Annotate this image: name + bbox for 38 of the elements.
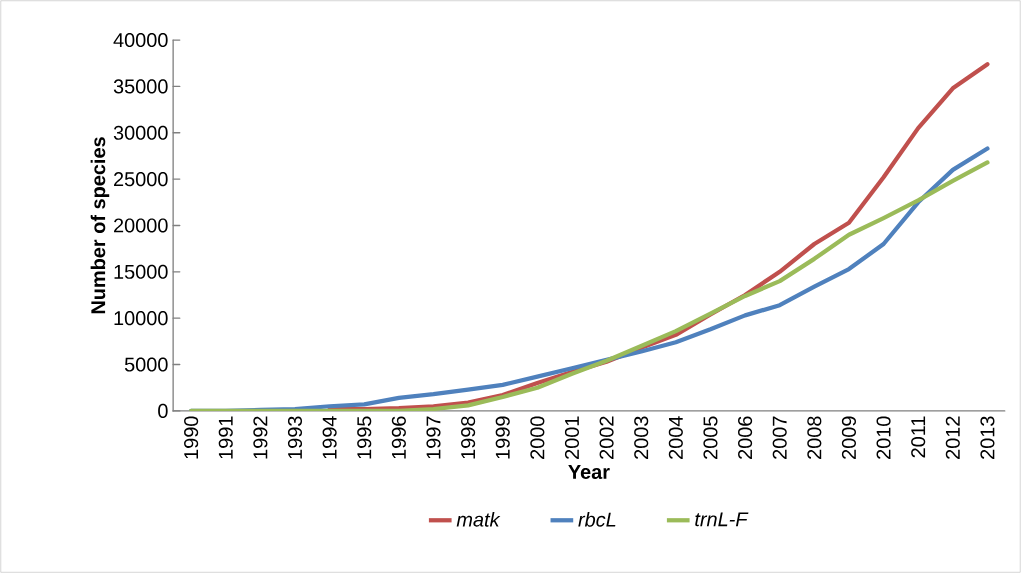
x-tick-label: 2000 bbox=[530, 416, 545, 459]
x-tick-label: 1991 bbox=[218, 416, 233, 459]
x-tick-label: 1997 bbox=[426, 416, 441, 459]
y-tick-label: 40000 bbox=[113, 32, 168, 48]
x-tick-label: 2007 bbox=[772, 416, 787, 459]
legend-label: rbcL bbox=[578, 512, 616, 527]
y-tick-label: 15000 bbox=[114, 264, 168, 279]
y-axis-title: Number of species bbox=[90, 137, 110, 314]
y-tick-label: 20000 bbox=[114, 218, 168, 233]
legend-label: matk bbox=[456, 512, 501, 527]
y-tick-label: 30000 bbox=[113, 125, 168, 140]
x-tick-label: 2010 bbox=[876, 416, 891, 459]
y-tick-label: 35000 bbox=[113, 79, 168, 94]
x-tick-label: 2011 bbox=[911, 416, 926, 458]
y-tick-label: 0 bbox=[158, 403, 168, 418]
x-axis-title: Year bbox=[568, 465, 610, 479]
x-tick-label: 1999 bbox=[495, 416, 510, 459]
x-tick-label: 1992 bbox=[253, 416, 268, 459]
x-tick-label: 1990 bbox=[184, 416, 199, 459]
x-tick-label: 2002 bbox=[599, 416, 614, 459]
x-tick-label: 2004 bbox=[668, 416, 683, 459]
x-tick-label: 1998 bbox=[461, 416, 476, 459]
x-tick-label: 2009 bbox=[841, 416, 856, 459]
x-tick-label: 2012 bbox=[945, 416, 960, 459]
x-tick-label: 2003 bbox=[634, 416, 649, 459]
x-tick-label: 1996 bbox=[391, 416, 406, 459]
x-tick-label: 2006 bbox=[738, 416, 753, 459]
x-tick-label: 1993 bbox=[287, 416, 303, 459]
x-tick-label: 2001 bbox=[564, 416, 580, 459]
x-tick-label: 2013 bbox=[980, 416, 995, 459]
y-tick-label: 25000 bbox=[114, 172, 168, 187]
legend-label: trnL-F bbox=[695, 512, 749, 527]
y-tick-label: 10000 bbox=[114, 311, 168, 326]
x-tick-label: 1994 bbox=[322, 416, 337, 459]
y-tick-label: 5000 bbox=[124, 357, 168, 372]
x-tick-label: 2008 bbox=[807, 416, 822, 459]
x-tick-label: 1995 bbox=[357, 416, 372, 459]
x-tick-label: 2005 bbox=[703, 416, 718, 459]
